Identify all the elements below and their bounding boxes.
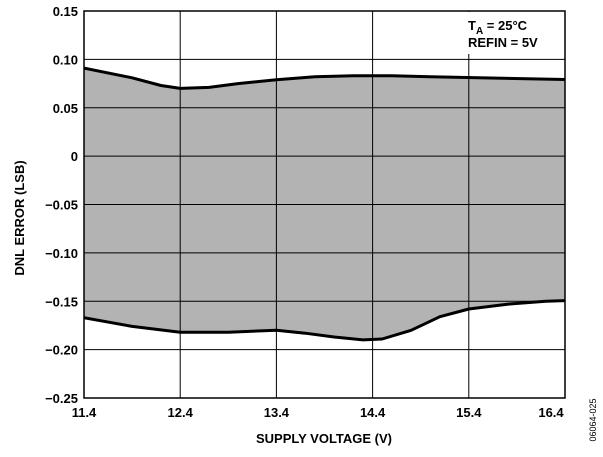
annotation-refin: REFIN = 5V — [468, 35, 538, 50]
annotation-temperature: TA = 25°C — [468, 18, 528, 37]
y-tick-label: −0.10 — [45, 246, 78, 261]
figure-code: 06064-025 — [588, 398, 598, 441]
x-tick-label: 13.4 — [264, 405, 290, 420]
upper-dnl-line — [84, 66, 565, 90]
x-tick-label: 15.4 — [456, 405, 482, 420]
annotation-temp-symbol: T — [468, 18, 476, 33]
x-tick-label: 11.4 — [72, 405, 97, 420]
tick-labels: 11.4 12.4 13.4 14.4 15.4 16.4 0.15 0.10 0.05 0 −0.… — [45, 4, 564, 420]
x-tick-label: 16.4 — [538, 405, 564, 420]
y-tick-label: −0.05 — [45, 198, 78, 213]
y-tick-label: −0.15 — [45, 294, 78, 309]
annotation-temp-subscript: A — [476, 26, 483, 37]
y-tick-label: 0.05 — [53, 101, 78, 116]
y-tick-label: 0 — [71, 149, 78, 164]
annotation-temp-value: = 25°C — [483, 18, 527, 33]
y-tick-label: 0.15 — [53, 4, 78, 19]
lower-dnl-line — [84, 299, 565, 342]
x-tick-label: 14.4 — [360, 405, 386, 420]
annotation-box — [460, 12, 564, 54]
y-tick-label: −0.20 — [45, 343, 78, 358]
y-axis-label: DNL ERROR (LSB) — [12, 160, 27, 275]
plot-border — [83, 10, 566, 399]
y-tick-label: −0.25 — [45, 391, 78, 406]
x-tick-label: 12.4 — [168, 405, 194, 420]
x-axis-label: SUPPLY VOLTAGE (V) — [256, 431, 392, 446]
y-tick-label: 0.10 — [53, 52, 78, 67]
